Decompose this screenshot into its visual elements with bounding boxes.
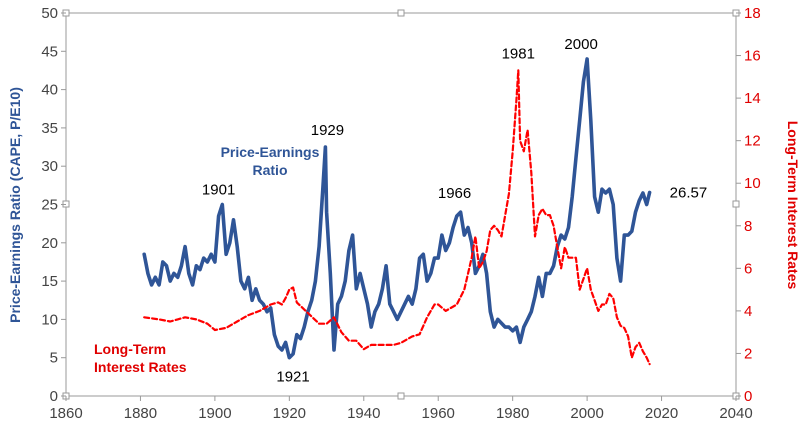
x-tick-label: 2020: [645, 405, 678, 422]
frame-handle: [397, 9, 405, 17]
pe-series-label-line1: Price-Earnings: [221, 144, 320, 160]
ir-series-label-line2: Interest Rates: [94, 359, 187, 375]
frame-handle: [397, 392, 405, 400]
y-right-tick-label: 8: [744, 218, 752, 235]
y-axis-right: 0 2 4 6 8 10 12 14 16 18: [736, 5, 761, 405]
y-right-tick-label: 0: [744, 388, 752, 405]
y-left-tick-label: 0: [50, 388, 58, 405]
annotation-26.57: 26.57: [670, 184, 708, 201]
annotation-1966: 1966: [438, 185, 471, 202]
x-tick-label: 2000: [570, 405, 603, 422]
y-axis-left: 0 5 10 15 20 25 30 35 40 45 50: [41, 5, 66, 405]
x-axis: 1860 1880 1900 1920 1940 1960 1980 2000 2020 2040: [49, 396, 753, 422]
y-left-tick-label: 25: [41, 197, 58, 214]
annotations: 1901 1921 1929 1966 1981 2000 26.57: [202, 36, 707, 386]
y-axis-left-title: Price-Earnings Ratio (CAPE, P/E10): [7, 87, 23, 323]
x-tick-label: 1940: [347, 405, 380, 422]
interest-rate-series-line: [143, 69, 651, 366]
pe-ratio-series-line: [142, 57, 652, 360]
y-right-tick-label: 10: [744, 175, 761, 192]
series-layer: [142, 57, 652, 366]
y-left-tick-label: 50: [41, 5, 58, 22]
y-left-tick-label: 5: [50, 350, 58, 367]
x-tick-label: 2040: [719, 405, 752, 422]
annotation-1921: 1921: [276, 369, 309, 386]
y-left-tick-label: 15: [41, 273, 58, 290]
y-right-tick-label: 6: [744, 260, 752, 277]
y-right-tick-label: 16: [744, 48, 761, 65]
x-tick-label: 1920: [273, 405, 306, 422]
y-axis-right-title: Long-Term Interest Rates: [785, 121, 800, 290]
plot-frame: [65, 12, 737, 397]
pe-series-label-line2: Ratio: [253, 162, 288, 178]
x-tick-label: 1960: [422, 405, 455, 422]
y-right-tick-label: 14: [744, 90, 761, 107]
y-left-tick-label: 35: [41, 120, 58, 137]
annotation-1901: 1901: [202, 182, 235, 199]
x-tick-label: 1900: [198, 405, 231, 422]
annotation-2000: 2000: [564, 36, 597, 53]
x-tick-label: 1980: [496, 405, 529, 422]
y-left-tick-label: 40: [41, 82, 58, 99]
y-left-tick-label: 20: [41, 235, 58, 252]
ir-series-label-line1: Long-Term: [94, 341, 166, 357]
x-tick-label: 1860: [49, 405, 82, 422]
y-right-tick-label: 12: [744, 133, 761, 150]
y-left-tick-label: 45: [41, 43, 58, 60]
x-tick-label: 1880: [124, 405, 157, 422]
y-left-tick-label: 10: [41, 311, 58, 328]
y-right-tick-label: 18: [744, 5, 761, 22]
y-left-tick-label: 30: [41, 158, 58, 175]
y-right-tick-label: 2: [744, 345, 752, 362]
annotation-1929: 1929: [311, 122, 344, 139]
annotation-1981: 1981: [502, 45, 535, 62]
frame-handle: [732, 200, 740, 208]
y-right-tick-label: 4: [744, 303, 752, 320]
